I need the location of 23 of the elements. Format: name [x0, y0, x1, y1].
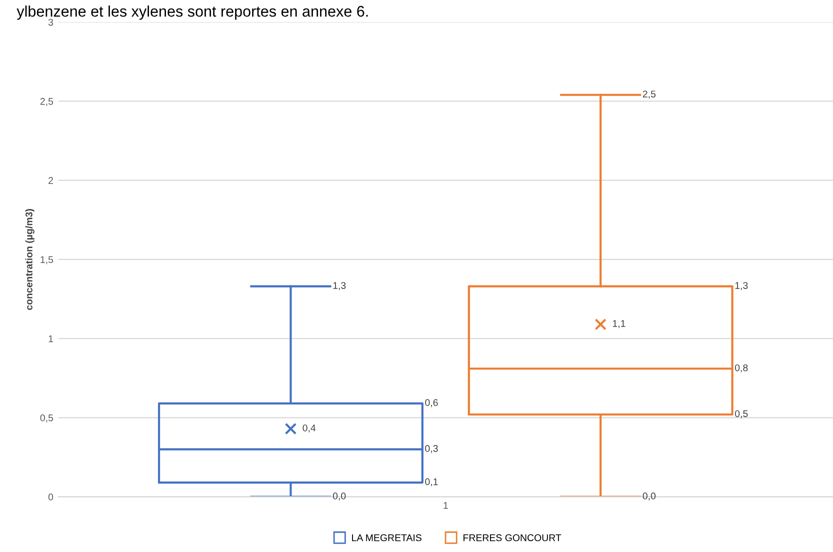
- legend-label: FRERES GONCOURT: [464, 534, 562, 542]
- text: 0,8: [734, 364, 748, 372]
- y-axis-title: concentration (µg/m3): [25, 209, 34, 310]
- legend-label: LA MEGRETAIS: [352, 534, 422, 542]
- text: 0,0: [332, 492, 346, 501]
- y-tick-label: 2: [48, 177, 53, 184]
- y-tick-label: 0: [48, 494, 54, 500]
- text: 0,3: [425, 445, 438, 454]
- text: 0,4: [302, 424, 316, 433]
- y-tick-label: 1,5: [40, 256, 54, 264]
- text: 1,3: [735, 282, 748, 290]
- y-tick-label: 3: [48, 18, 54, 26]
- text: ylbenzene et les xylenes sont reportes en annexe 6.: [16, 6, 368, 20]
- text: 1,3: [333, 282, 346, 290]
- text: 0,5: [734, 410, 748, 418]
- y-tick-label: 2,5: [40, 98, 54, 106]
- text: 0,1: [425, 478, 438, 486]
- y-tick-label: 1: [48, 335, 53, 342]
- text: 0,0: [642, 492, 656, 501]
- text: 1,1: [612, 320, 626, 328]
- text: 2,5: [642, 90, 656, 99]
- text: 0,6: [425, 399, 438, 408]
- y-tick-label: 0,5: [40, 414, 54, 422]
